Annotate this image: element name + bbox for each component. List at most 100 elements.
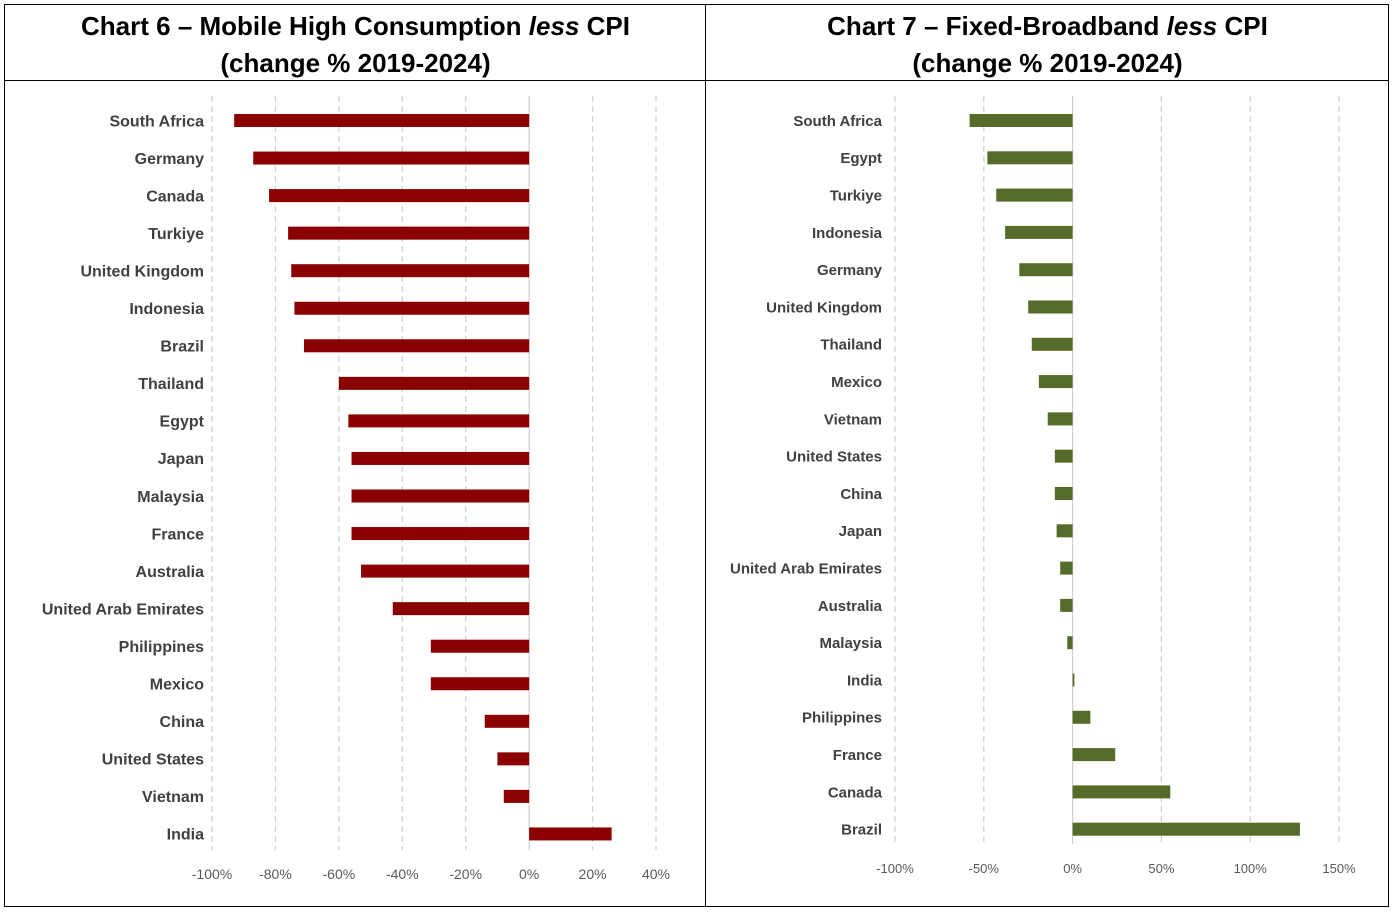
chart-7-category-label: China [840,486,882,503]
chart-6-category-label: Mexico [150,677,204,694]
chart-6-category-label: Turkiye [148,226,204,243]
chart-7-bar [969,114,1073,127]
chart-6-tick-label: -40% [386,866,419,882]
chart-7-bar [996,188,1073,202]
chart-6-category-label: Egypt [160,414,205,431]
chart-7-tick-label: -100% [876,861,914,876]
chart-6-tick-label: 0% [519,866,539,882]
chart-6-category-label: India [167,827,204,844]
chart-7-bar [1067,636,1073,650]
chart-6-tick-label: 20% [579,866,607,882]
chart-6-category-label: Germany [135,151,204,168]
chart-7-category-label: Indonesia [812,225,883,242]
chart-6-category-label: South Africa [109,113,204,130]
chart-6-title: Chart 6 – Mobile High Consumption less C… [6,8,705,80]
chart-7-bar [1019,263,1073,277]
chart-6-category-label: Brazil [160,339,204,356]
chart-6-tick-label: -20% [449,866,482,882]
chart-6-category-label: Canada [146,188,204,205]
chart-6-category-label: China [160,714,205,731]
chart-7-category-label: Thailand [820,337,882,354]
chart-7-bar [1054,487,1073,500]
chart-7-category-label: United Kingdom [766,299,882,316]
chart-6-category-label: United States [102,752,204,769]
chart-7-category-label: Malaysia [819,635,882,652]
chart-7-category-label: Turkiye [830,188,882,205]
chart-7-bar [1072,822,1300,836]
chart-6-category-label: United Kingdom [80,263,204,280]
chart-7-category-label: Australia [818,598,883,615]
chart-7-category-label: Mexico [831,374,882,391]
chart-7-category-label: Egypt [840,150,882,167]
chart-7-bar [1060,561,1073,575]
chart-7-bar [1028,300,1073,314]
chart-7-bar [987,151,1073,165]
chart-6-tick-label: -80% [259,866,292,882]
chart-6-title-pre: Chart 6 – Mobile High Consumption [81,11,529,41]
chart-7-fixed-broadband: South Africa Egypt Turkiye Indonesia Germany… [730,96,1356,876]
chart-6-bar [288,226,530,240]
chart-6-mobile-high-consumption: South Africa Germany Canada Turkiye United K… [42,96,670,882]
chart-7-bar [1056,524,1073,538]
chart-6-tick-label: -100% [192,866,232,882]
chart-6-bar [392,602,530,616]
chart-6-bar [430,639,530,653]
chart-6-tick-label: -60% [323,866,356,882]
chart-7-bar [1072,710,1091,724]
chart-7-bar [1005,225,1073,239]
chart-6-tick-label: 40% [642,866,670,882]
chart-7-bar [1038,375,1073,389]
chart-6-bar [430,677,530,691]
chart-7-category-label: Germany [817,262,883,279]
chart-7-bar [1054,449,1073,463]
chart-7-bar [1047,412,1073,426]
chart-6-category-label: Australia [136,564,205,581]
chart-7-title-line-1: Chart 7 – Fixed-Broadband less CPI [707,8,1388,45]
chart-7-bar [1031,337,1073,351]
chart-6-bar [351,451,530,465]
chart-7-category-label: Japan [839,523,882,540]
chart-6-bar [348,414,530,428]
panel-divider-vertical [705,4,706,907]
chart-7-category-label: Vietnam [824,411,882,428]
chart-6-category-label: Indonesia [129,301,204,318]
chart-6-title-line-1: Chart 6 – Mobile High Consumption less C… [6,8,705,45]
chart-7-title: Chart 7 – Fixed-Broadband less CPI (chan… [707,8,1388,80]
chart-6-bar [234,114,530,127]
chart-6-title-post: CPI [579,11,630,41]
chart-7-title-pre: Chart 7 – Fixed-Broadband [827,11,1167,41]
chart-7-title-post: CPI [1217,11,1268,41]
chart-7-tick-label: -50% [969,861,1000,876]
chart-6-category-label: Thailand [138,376,204,393]
chart-7-title-line-2: (change % 2019-2024) [912,48,1183,78]
chart-6-bar [529,827,612,841]
chart-6-bar [351,489,530,503]
chart-7-category-label: Canada [828,784,883,801]
chart-7-tick-label: 50% [1148,861,1174,876]
chart-6-bar [338,376,530,390]
chart-6-category-label: France [152,526,205,543]
chart-7-category-label: France [833,747,882,764]
figure-frame [4,4,1389,907]
chart-6-title-italic: less [528,11,580,41]
chart-6-bar [361,564,530,578]
chart-7-category-label: United Arab Emirates [730,561,882,578]
chart-7-category-label: Brazil [841,822,882,839]
chart-6-bar [484,714,530,728]
chart-6-category-label: Japan [158,451,204,468]
chart-6-bar [294,301,530,315]
chart-7-category-label: Philippines [802,710,882,727]
chart-6-category-label: United Arab Emirates [42,601,204,618]
chart-7-tick-label: 100% [1234,861,1268,876]
chart-7-bar [1072,748,1116,762]
chart-6-bar [269,189,530,203]
chart-6-category-label: Malaysia [137,489,204,506]
chart-6-bar [497,752,530,766]
chart-7-title-italic: less [1166,11,1218,41]
chart-7-bar [1072,673,1075,687]
chart-6-title-line-2: (change % 2019-2024) [220,48,491,78]
chart-6-category-label: Vietnam [142,789,204,806]
chart-6-bar [351,527,530,541]
chart-6-category-label: Philippines [119,639,204,656]
chart-7-category-label: United States [786,449,882,466]
